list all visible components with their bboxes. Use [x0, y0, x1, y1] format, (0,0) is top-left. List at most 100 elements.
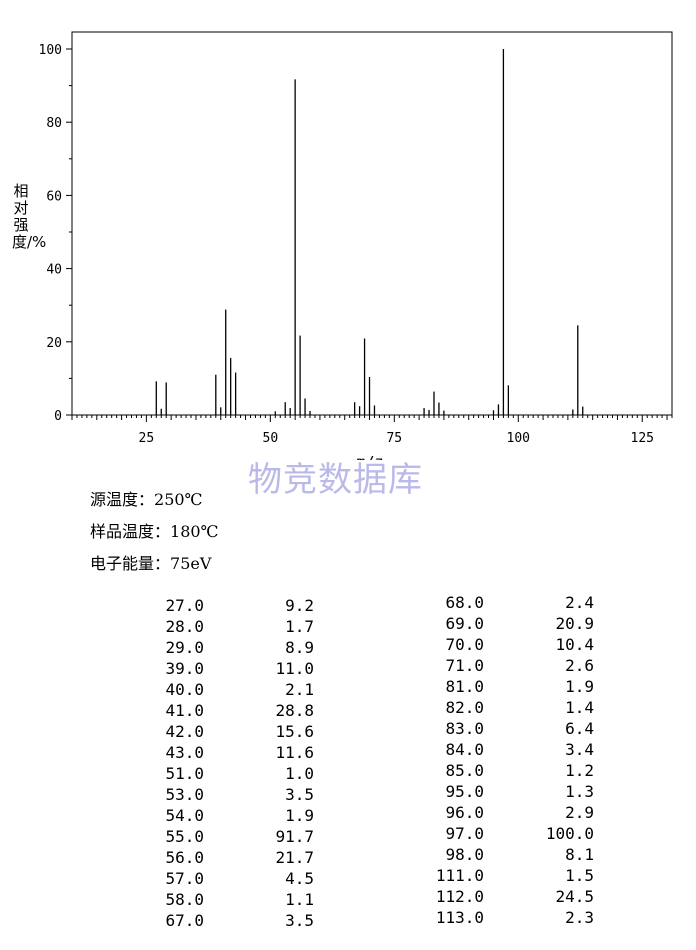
table-row: 96.0 2.9	[420, 802, 594, 823]
table-row: 51.0 1.0	[140, 763, 314, 784]
mz-cell: 70.0	[445, 635, 484, 654]
mz-cell: 84.0	[445, 740, 484, 759]
abundance-cell: 2.3	[565, 908, 594, 927]
table-row: 83.0 6.4	[420, 718, 594, 739]
mz-cell: 82.0	[445, 698, 484, 717]
x-tick-label: 50	[263, 431, 279, 446]
mz-cell: 55.0	[165, 827, 204, 846]
abundance-cell: 2.6	[565, 656, 594, 675]
abundance-cell: 2.4	[565, 593, 594, 612]
mz-cell: 53.0	[165, 785, 204, 804]
table-row: 113.0 2.3	[420, 907, 594, 928]
table-row: 85.0 1.2	[420, 760, 594, 781]
abundance-cell: 2.1	[285, 680, 314, 699]
abundance-cell: 91.7	[275, 827, 314, 846]
table-row: 27.0 9.2	[140, 595, 314, 616]
abundance-cell: 10.4	[555, 635, 594, 654]
table-row: 84.0 3.4	[420, 739, 594, 760]
table-row: 29.0 8.9	[140, 637, 314, 658]
table-row: 112.0 24.5	[420, 886, 594, 907]
abundance-cell: 6.4	[565, 719, 594, 738]
abundance-cell: 3.5	[285, 785, 314, 804]
mz-cell: 113.0	[435, 908, 484, 927]
y-tick-label: 100	[39, 43, 62, 58]
table-row: 67.0 3.5	[140, 910, 314, 931]
table-row: 39.0 11.0	[140, 658, 314, 679]
mz-cell: 112.0	[435, 887, 484, 906]
mz-cell: 39.0	[165, 659, 204, 678]
mz-cell: 69.0	[445, 614, 484, 633]
mz-cell: 85.0	[445, 761, 484, 780]
mz-cell: 71.0	[445, 656, 484, 675]
x-tick-label: 75	[386, 431, 402, 446]
abundance-cell: 28.8	[275, 701, 314, 720]
mz-cell: 58.0	[165, 890, 204, 909]
mz-cell: 28.0	[165, 617, 204, 636]
mz-cell: 95.0	[445, 782, 484, 801]
abundance-cell: 24.5	[555, 887, 594, 906]
table-row: 111.0 1.5	[420, 865, 594, 886]
table-row: 55.0 91.7	[140, 826, 314, 847]
x-axis-label: m/z	[356, 453, 383, 460]
table-row: 42.0 15.6	[140, 721, 314, 742]
condition-sample-temp: 样品温度：180℃	[90, 518, 218, 542]
mz-cell: 51.0	[165, 764, 204, 783]
mz-cell: 54.0	[165, 806, 204, 825]
x-tick-label: 125	[631, 431, 654, 446]
table-row: 68.0 2.4	[420, 592, 594, 613]
abundance-cell: 1.3	[565, 782, 594, 801]
condition-value: 75eV	[170, 554, 212, 573]
peak-table-left: 27.0 9.2 28.0 1.7 29.0 8.9 39.0 11.0 40.0 2.1 41.0…	[140, 595, 314, 931]
mz-cell: 29.0	[165, 638, 204, 657]
condition-value: 250℃	[154, 490, 203, 509]
peak-table-right: 68.0 2.4 69.0 20.9 70.0 10.4 71.0 2.6 81.0 1.9 82.…	[420, 592, 594, 928]
mz-cell: 43.0	[165, 743, 204, 762]
condition-label: 样品温度：	[90, 522, 171, 541]
y-tick-label: 60	[46, 189, 62, 204]
table-row: 97.0 100.0	[420, 823, 594, 844]
mz-cell: 68.0	[445, 593, 484, 612]
abundance-cell: 3.5	[285, 911, 314, 930]
table-row: 98.0 8.1	[420, 844, 594, 865]
abundance-cell: 1.4	[565, 698, 594, 717]
table-row: 70.0 10.4	[420, 634, 594, 655]
condition-label: 源温度：	[90, 490, 155, 509]
mz-cell: 111.0	[435, 866, 484, 885]
y-axis-label: 相对强度/%	[12, 182, 47, 251]
abundance-cell: 1.2	[565, 761, 594, 780]
abundance-cell: 15.6	[275, 722, 314, 741]
y-tick-label: 40	[46, 263, 62, 278]
abundance-cell: 1.7	[285, 617, 314, 636]
abundance-cell: 9.2	[285, 596, 314, 615]
chart-ticks: 0 20 40 60 80 100 25 50 75 100 125 m/z	[39, 43, 673, 460]
abundance-cell: 1.0	[285, 764, 314, 783]
mz-cell: 42.0	[165, 722, 204, 741]
mz-cell: 40.0	[165, 680, 204, 699]
mz-cell: 56.0	[165, 848, 204, 867]
table-row: 95.0 1.3	[420, 781, 594, 802]
condition-electron-energy: 电子能量：75eV	[90, 550, 211, 574]
mz-cell: 41.0	[165, 701, 204, 720]
mz-cell: 98.0	[445, 845, 484, 864]
abundance-cell: 8.9	[285, 638, 314, 657]
x-tick-label: 100	[507, 431, 530, 446]
mz-cell: 57.0	[165, 869, 204, 888]
table-row: 53.0 3.5	[140, 784, 314, 805]
abundance-cell: 11.0	[275, 659, 314, 678]
mz-cell: 97.0	[445, 824, 484, 843]
abundance-cell: 1.1	[285, 890, 314, 909]
abundance-cell: 11.6	[275, 743, 314, 762]
mz-cell: 81.0	[445, 677, 484, 696]
table-row: 58.0 1.1	[140, 889, 314, 910]
mz-cell: 67.0	[165, 911, 204, 930]
abundance-cell: 20.9	[555, 614, 594, 633]
condition-source-temp: 源温度：250℃	[90, 486, 202, 510]
table-row: 57.0 4.5	[140, 868, 314, 889]
chart-bars	[155, 49, 584, 415]
table-row: 41.0 28.8	[140, 700, 314, 721]
watermark: 物竞数据库	[248, 460, 423, 500]
y-tick-label: 20	[46, 336, 62, 351]
table-row: 56.0 21.7	[140, 847, 314, 868]
chart-axes	[71, 31, 673, 416]
mz-cell: 27.0	[165, 596, 204, 615]
